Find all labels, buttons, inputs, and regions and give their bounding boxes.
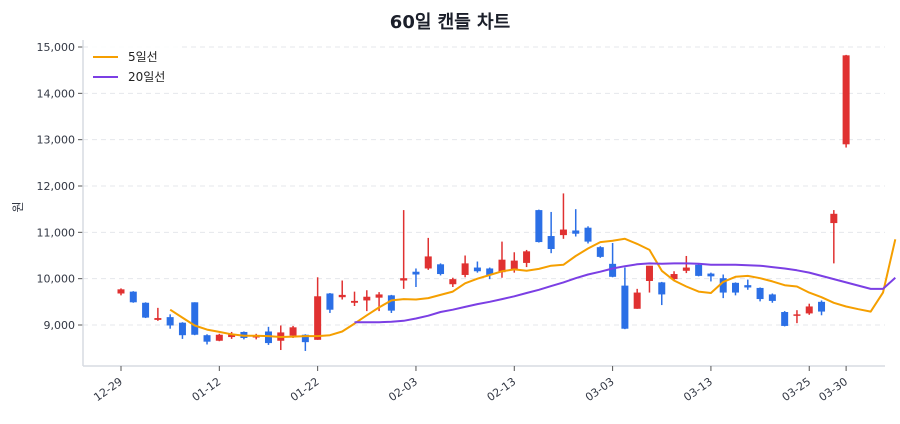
ma5-line bbox=[169, 237, 897, 338]
candle bbox=[449, 277, 457, 288]
candle bbox=[191, 302, 199, 336]
candle bbox=[645, 265, 653, 293]
y-tick-label: 9,000 bbox=[44, 319, 76, 332]
candle bbox=[682, 255, 690, 274]
candle bbox=[400, 210, 408, 289]
candle bbox=[461, 255, 469, 278]
candle bbox=[117, 288, 125, 296]
candle bbox=[523, 249, 531, 268]
x-tick-label: 03-13 bbox=[681, 375, 715, 404]
candle bbox=[732, 282, 739, 296]
candle bbox=[129, 291, 137, 303]
x-tick-label: 03-03 bbox=[583, 375, 617, 404]
candle bbox=[609, 242, 617, 278]
candle bbox=[215, 333, 223, 342]
x-tick-label: 03-30 bbox=[816, 375, 850, 404]
candle bbox=[707, 272, 715, 282]
x-tick-label: 12-29 bbox=[91, 375, 125, 404]
candle bbox=[473, 261, 481, 273]
x-axis: 12-29 01-12 01-22 02-03 02-13 03-03 03-13 03-25… bbox=[83, 365, 885, 404]
x-tick-label: 03-25 bbox=[780, 375, 814, 404]
candle bbox=[178, 322, 186, 339]
candle bbox=[658, 281, 666, 306]
candle bbox=[781, 311, 789, 327]
y-tick-label: 14,000 bbox=[37, 87, 76, 100]
candle bbox=[596, 246, 604, 258]
y-tick-label: 10,000 bbox=[37, 273, 76, 286]
candle bbox=[756, 287, 764, 302]
candle bbox=[154, 307, 162, 321]
candle bbox=[326, 293, 334, 313]
candle bbox=[818, 300, 826, 316]
y-tick-label: 13,000 bbox=[37, 134, 76, 147]
candle bbox=[142, 302, 150, 319]
candle bbox=[314, 277, 322, 340]
y-axis-label: 원 bbox=[11, 201, 25, 212]
legend-background bbox=[88, 40, 178, 88]
candle bbox=[768, 293, 776, 303]
candle bbox=[203, 334, 211, 345]
candle bbox=[744, 279, 752, 290]
candle bbox=[621, 267, 629, 330]
candle bbox=[719, 274, 727, 299]
candle bbox=[437, 263, 445, 276]
moving-average-lines bbox=[169, 237, 897, 338]
y-tick-label: 11,000 bbox=[37, 226, 76, 239]
candle bbox=[228, 331, 236, 339]
candle bbox=[670, 271, 678, 281]
y-tick-label: 15,000 bbox=[37, 41, 76, 54]
candle bbox=[584, 226, 592, 244]
candle bbox=[572, 209, 580, 237]
x-tick-label: 01-22 bbox=[288, 375, 322, 404]
y-axis: 9,000 10,000 11,000 12,000 13,000 14,000 15,00… bbox=[37, 40, 84, 366]
candle bbox=[338, 280, 346, 300]
ma20-line bbox=[354, 262, 896, 324]
candle bbox=[412, 268, 420, 288]
candle bbox=[830, 210, 838, 264]
candle bbox=[842, 54, 850, 148]
candle bbox=[547, 211, 555, 254]
chart-title: 60일 캔들 차트 bbox=[390, 12, 510, 33]
y-tick-label: 12,000 bbox=[37, 180, 76, 193]
candle bbox=[535, 209, 543, 243]
x-tick-label: 02-03 bbox=[386, 375, 420, 404]
legend: 5일선 20일선 bbox=[88, 40, 178, 88]
x-tick-label: 02-13 bbox=[485, 375, 519, 404]
candles bbox=[117, 54, 850, 351]
legend-ma20-label: 20일선 bbox=[128, 70, 165, 84]
legend-ma5-label: 5일선 bbox=[128, 50, 158, 64]
candle bbox=[363, 290, 371, 312]
candle bbox=[387, 294, 395, 313]
gridlines bbox=[83, 46, 885, 326]
candle bbox=[559, 193, 567, 239]
candle bbox=[633, 288, 641, 309]
candle bbox=[486, 267, 494, 280]
candle bbox=[805, 303, 813, 315]
candle bbox=[351, 291, 359, 307]
candle bbox=[166, 314, 174, 329]
candle bbox=[793, 310, 801, 324]
candle bbox=[695, 263, 703, 277]
x-tick-label: 01-12 bbox=[190, 375, 224, 404]
candle bbox=[424, 237, 432, 270]
